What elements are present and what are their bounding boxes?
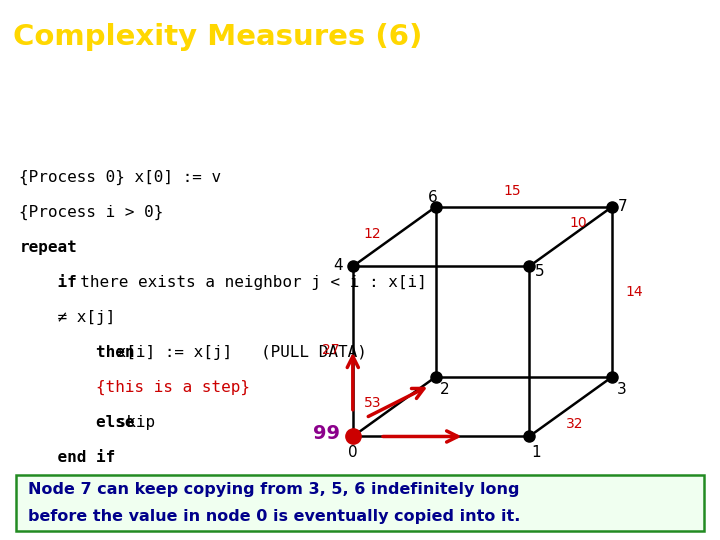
Text: else: else (19, 415, 135, 430)
FancyBboxPatch shape (17, 475, 703, 531)
Text: 27: 27 (323, 343, 340, 357)
Text: ≠ x[j]: ≠ x[j] (19, 309, 116, 325)
Text: 4: 4 (333, 258, 343, 273)
Text: 3: 3 (616, 382, 626, 397)
Text: x[i] := x[j]   (PULL DATA): x[i] := x[j] (PULL DATA) (107, 345, 367, 360)
Text: 6: 6 (428, 190, 438, 205)
Text: 12: 12 (364, 227, 382, 241)
Text: before the value in node 0 is eventually copied into it.: before the value in node 0 is eventually… (28, 509, 521, 524)
Text: 15: 15 (503, 184, 521, 198)
Text: {this is a step}: {this is a step} (19, 380, 251, 395)
Text: there exists a neighbor j < i : x[i]: there exists a neighbor j < i : x[i] (61, 274, 427, 289)
Text: {Process i > 0}: {Process i > 0} (19, 205, 164, 220)
Text: 99: 99 (312, 424, 340, 443)
Text: 53: 53 (364, 396, 382, 410)
Text: 14: 14 (625, 285, 642, 299)
Text: Complexity Measures (6): Complexity Measures (6) (13, 23, 423, 51)
Text: Node 7 can keep copying from 3, 5, 6 indefinitely long: Node 7 can keep copying from 3, 5, 6 ind… (28, 482, 520, 497)
Text: end if: end if (19, 450, 116, 465)
Text: skip: skip (107, 415, 156, 430)
Text: forever: forever (19, 485, 87, 500)
Text: 5: 5 (535, 264, 545, 279)
Text: 10: 10 (569, 216, 587, 230)
Text: {Process 0} x[0] := v: {Process 0} x[0] := v (19, 170, 222, 185)
Text: 1: 1 (531, 446, 541, 460)
Text: Broadcasting using shared memory: Broadcasting using shared memory (13, 73, 541, 99)
Text: repeat: repeat (19, 240, 77, 254)
Text: 7: 7 (618, 199, 628, 214)
Text: 32: 32 (565, 417, 583, 431)
Text: if: if (19, 274, 77, 289)
Text: then: then (19, 345, 135, 360)
Text: 0: 0 (348, 446, 358, 460)
Text: 2: 2 (440, 382, 450, 397)
